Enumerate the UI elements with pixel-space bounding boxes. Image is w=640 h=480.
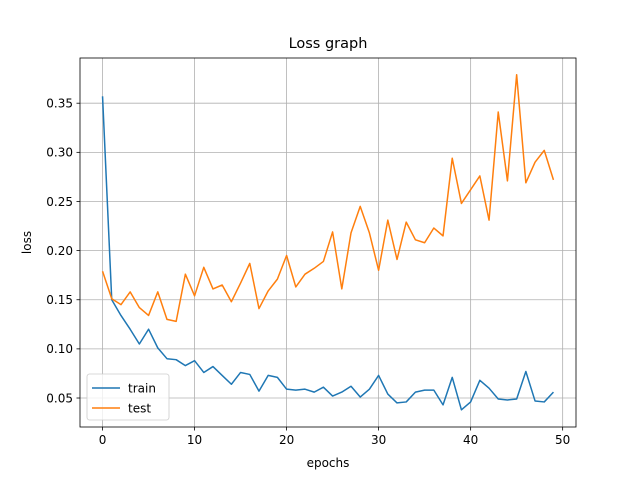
plot-area: 0 10 20 30 40 50 0.05 0.10 0.15 0.20 0.25 0.30 0.35 [46, 57, 577, 447]
y-tick-label: 0.30 [46, 146, 73, 160]
legend: train test [86, 373, 170, 421]
x-tick-label: 20 [279, 433, 294, 447]
y-tick-label: 0.10 [46, 342, 73, 356]
axes-spines [79, 57, 577, 428]
plot-background [80, 58, 576, 427]
x-tick-label: 0 [99, 433, 107, 447]
legend-label-train: train [128, 381, 156, 395]
x-tick-label: 10 [187, 433, 202, 447]
y-tick-label: 0.20 [46, 244, 73, 258]
axes-frame [79, 57, 577, 428]
x-tick-label: 30 [371, 433, 386, 447]
y-tick-label: 0.05 [46, 391, 73, 405]
y-axis-label: loss [20, 231, 34, 254]
series-line-test [101, 73, 555, 323]
series-line-train [101, 96, 554, 411]
x-tick-label: 40 [463, 433, 478, 447]
x-axis-label: epochs [307, 456, 350, 470]
chart-title: Loss graph [289, 36, 368, 52]
y-tick-label: 0.15 [46, 293, 73, 307]
y-tick-label: 0.35 [46, 97, 73, 111]
x-axis-ticks: 0 10 20 30 40 50 [99, 427, 570, 447]
grid [80, 58, 576, 427]
y-axis-ticks: 0.05 0.10 0.15 0.20 0.25 0.30 0.35 [46, 97, 80, 405]
y-tick-label: 0.25 [46, 195, 73, 209]
x-tick-label: 50 [555, 433, 570, 447]
series-lines [101, 73, 555, 411]
legend-label-test: test [128, 401, 151, 415]
